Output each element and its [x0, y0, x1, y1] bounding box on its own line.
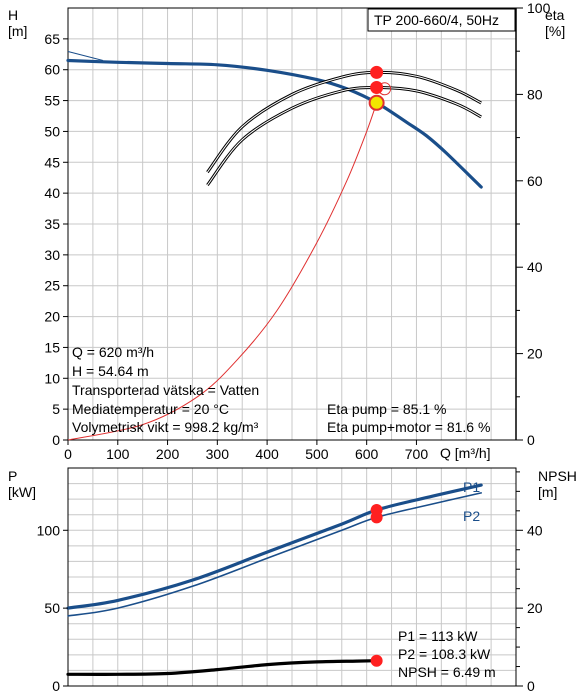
power-chart-grid — [67, 467, 517, 687]
flow-tick-label: 0 — [64, 446, 72, 462]
npsh-axis-label-line1: NPSH — [538, 468, 577, 484]
npsh-axis-label-line2: [m] — [538, 484, 557, 500]
power-chart: 0 50 100 0 20 40 P [kW] NPSH [m] P1 P2 P1 = 1… — [8, 467, 581, 694]
duty-point-marker — [368, 94, 385, 111]
eta-axis-label: eta [%] — [545, 7, 568, 39]
flow-tick-label: 300 — [206, 446, 230, 462]
head-tick-label: 50 — [44, 123, 60, 139]
p2-curve — [67, 492, 482, 617]
head-curve-extension — [67, 50, 104, 61]
flow-tick-label: 500 — [305, 446, 329, 462]
readout-npsh: NPSH = 6.49 m — [398, 664, 496, 680]
pump-title-box — [367, 8, 516, 32]
head-chart-ticks: 0 5 10 15 20 25 30 35 40 45 50 55 60 65 0 20 40 60 80 100 0 1… — [44, 0, 550, 462]
head-tick-label: 45 — [44, 154, 60, 170]
flow-tick-label: 100 — [106, 446, 130, 462]
pump-title: TP 200-660/4, 50Hz — [374, 12, 499, 28]
power-axis-label-line2: [kW] — [8, 484, 36, 500]
head-tick-label: 5 — [52, 401, 60, 417]
eta-tick-label: 60 — [527, 173, 543, 189]
readout-eta-total: Eta pump+motor = 81.6 % — [327, 419, 490, 435]
eta-tick-label: 20 — [527, 346, 543, 362]
p1-curve — [66, 483, 483, 610]
head-chart-grid — [67, 7, 517, 441]
eta-axis-label-line1: eta — [545, 7, 565, 23]
power-chart-series — [66, 483, 483, 676]
head-tick-label: 40 — [44, 185, 60, 201]
head-tick-label: 25 — [44, 278, 60, 294]
head-tick-label: 30 — [44, 247, 60, 263]
readout-density: Volymetrisk vikt = 998.2 kg/m³ — [72, 419, 259, 435]
eta-tick-label: 100 — [527, 0, 551, 16]
power-axis-label-line1: P — [8, 468, 17, 484]
head-chart: 0 5 10 15 20 25 30 35 40 45 50 55 60 65 0 20 40 60 80 100 0 1… — [8, 0, 568, 462]
readout-p1: P1 = 113 kW — [398, 628, 478, 644]
head-tick-label: 60 — [44, 62, 60, 78]
eta-axis-label-line2: [%] — [545, 23, 565, 39]
power-tick-label: 0 — [52, 678, 60, 694]
head-chart-series — [66, 50, 483, 441]
eta-tick-label: 80 — [527, 86, 543, 102]
power-axis-label: P [kW] — [8, 468, 36, 500]
readout-p2: P2 = 108.3 kW — [398, 646, 491, 662]
p2-series-label: P2 — [463, 508, 480, 524]
flow-tick-label: 200 — [156, 446, 180, 462]
power-readout: P1 = 113 kW P2 = 108.3 kW NPSH = 6.49 m — [398, 628, 496, 680]
flow-tick-label: 400 — [255, 446, 279, 462]
head-curve — [66, 58, 483, 189]
head-tick-label: 10 — [44, 370, 60, 386]
p1-series-label: P1 — [463, 479, 480, 495]
readout-fluid: Transporterad vätska = Vatten — [72, 382, 259, 398]
flow-tick-label: 700 — [405, 446, 429, 462]
head-axis-label-line1: H — [8, 7, 18, 23]
eta-tick-label: 0 — [527, 432, 535, 448]
eta-pump-duty-dot — [370, 65, 384, 79]
head-readout: Q = 620 m³/h H = 54.64 m Transporterad v… — [72, 344, 490, 435]
eta-pump-motor-curve — [206, 85, 482, 187]
p2-duty-dot — [370, 511, 383, 524]
npsh-tick-label: 40 — [527, 522, 543, 538]
head-axis-label-line2: [m] — [8, 23, 27, 39]
head-tick-label: 35 — [44, 216, 60, 232]
npsh-tick-label: 20 — [527, 600, 543, 616]
head-tick-label: 65 — [44, 31, 60, 47]
head-tick-label: 20 — [44, 309, 60, 325]
system-curve — [67, 102, 378, 441]
readout-temp: Mediatemperatur = 20 °C — [72, 401, 229, 417]
power-chart-frame — [67, 467, 517, 687]
flow-axis-label: Q [m³/h] — [440, 445, 491, 461]
head-tick-label: 55 — [44, 93, 60, 109]
eta-tick-label: 40 — [527, 259, 543, 275]
power-chart-ticks: 0 50 100 0 20 40 — [37, 471, 543, 694]
power-tick-label: 100 — [37, 522, 61, 538]
flow-tick-label: 600 — [355, 446, 379, 462]
npsh-axis-label: NPSH [m] — [538, 468, 581, 500]
head-tick-label: 15 — [44, 339, 60, 355]
npsh-tick-label: 0 — [527, 678, 535, 694]
eta-total-duty-dot — [370, 80, 384, 94]
readout-eta-pump: Eta pump = 85.1 % — [327, 401, 446, 417]
readout-h: H = 54.64 m — [72, 363, 149, 379]
eta-pump-curve-highlight — [207, 71, 482, 173]
readout-q: Q = 620 m³/h — [72, 344, 154, 360]
npsh-curve — [66, 659, 379, 676]
npsh-duty-dot — [370, 654, 383, 667]
head-tick-label: 0 — [52, 432, 60, 448]
head-axis-label: H [m] — [8, 7, 27, 39]
power-tick-label: 50 — [44, 600, 60, 616]
eta-pump-motor-curve-highlight — [207, 86, 482, 186]
